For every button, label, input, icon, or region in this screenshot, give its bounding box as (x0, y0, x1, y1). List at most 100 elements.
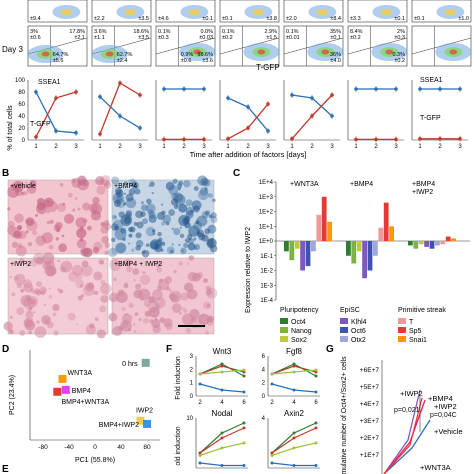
bar-group-label-bmp4: +BMP4 (350, 181, 373, 188)
bar-group-label-iwp2: +IWP2 (412, 189, 433, 196)
fold-point (292, 388, 296, 392)
histology-texture (142, 317, 149, 324)
histology-texture (117, 289, 125, 296)
flow-blob-core-1 (105, 51, 114, 57)
fold-xtick: 4 (292, 400, 296, 406)
legend-label: Nanog (291, 328, 312, 335)
histology-blue-stain (115, 187, 123, 195)
histology-texture (173, 269, 177, 274)
histology-texture (11, 292, 16, 297)
line-xtick: 1 (34, 144, 38, 150)
flow-top-stat-left: ±4.6 (158, 16, 169, 22)
histology-texture (176, 183, 183, 189)
tgfp-label: T-GFP (30, 121, 51, 128)
histology-texture (9, 275, 12, 278)
histology-texture (57, 259, 60, 263)
histology-blue-stain (154, 245, 160, 250)
fold-point (198, 454, 202, 457)
histology-texture (44, 264, 56, 277)
fold-point (220, 436, 224, 440)
histology-texture (185, 328, 192, 334)
flow-blob-core-top-5 (380, 9, 393, 15)
line-ylabel: % of total cells (7, 105, 14, 151)
bar-oct4 (408, 241, 413, 246)
pca-xlabel: PC1 (55.8%) (75, 457, 115, 464)
cum-label-vehicle: +Vehicle (434, 427, 463, 436)
histology-texture (75, 323, 78, 326)
histology-texture (169, 249, 174, 254)
cumulative-plot: +6E+7 +5E+7 +4E+7 +3E+7 +2E+7 +1E+7 Cumulative… (341, 356, 463, 474)
histology-texture (48, 295, 53, 299)
histology-texture (82, 202, 91, 211)
histology-texture (159, 317, 166, 323)
histology-blue-stain (113, 199, 121, 207)
line-xtick: 1 (226, 144, 230, 150)
histology-texture (172, 178, 178, 184)
pca-point-label: BMP4+WNT3A (61, 399, 109, 406)
legend-swatch (280, 336, 288, 342)
histology-texture (52, 303, 60, 312)
panel-g-letter: G (326, 344, 334, 355)
histology-blue-stain (135, 210, 143, 219)
histology-blue-stain (192, 205, 200, 213)
histology-texture (100, 283, 112, 295)
histology-texture (187, 271, 198, 282)
histology-texture (72, 208, 76, 212)
legend-swatch (340, 336, 348, 342)
line-xtick: 2 (182, 144, 186, 150)
histology-texture (138, 288, 151, 301)
histology-texture (94, 290, 99, 295)
histology-blue-stain (184, 238, 190, 243)
histology-texture (82, 247, 93, 258)
bar-ytick: 1E+1 (259, 224, 274, 230)
pca-xtick: -80 (38, 444, 48, 451)
histology-texture (127, 328, 132, 332)
cum-label-bmp4: +BMP4 (428, 394, 453, 403)
flow-blob-core-0 (41, 51, 50, 57)
fold-point (314, 421, 318, 425)
cum-ytick: +3E+7 (360, 418, 380, 425)
line-ytick: 20 (18, 126, 25, 132)
histology-texture (100, 222, 106, 227)
histology-texture (28, 330, 32, 335)
flow-stat-tl: 8.4% (350, 29, 363, 35)
histology-texture (53, 330, 59, 336)
fold-point (220, 464, 224, 467)
histology-texture (108, 292, 119, 303)
histology-texture (99, 305, 107, 313)
histology-texture (56, 203, 66, 213)
histology-texture (60, 266, 67, 273)
histology-texture (14, 273, 26, 285)
histology-texture (23, 190, 29, 196)
pca-xtick: -40 (64, 444, 74, 451)
bar-ytick: 1E+0 (259, 239, 274, 245)
histology-texture (36, 202, 46, 211)
histology-texture (104, 250, 109, 255)
histology-texture (151, 318, 161, 329)
fold-point (270, 451, 274, 455)
fold-ytick: 3 (190, 354, 194, 360)
histology-texture (205, 330, 210, 335)
line-xtick: 3 (394, 144, 398, 150)
pca-point-label: BMP4 (72, 388, 91, 395)
histology-blue-stain (123, 192, 126, 195)
histology-texture (178, 261, 184, 266)
histology-texture (63, 213, 75, 224)
flow-stat-tl2: ±0.01 (286, 35, 300, 41)
legend-group-title: EpiSC (340, 307, 360, 314)
histology-texture (100, 279, 106, 285)
histology-blue-stain (179, 233, 185, 238)
flow-stat-bl2: ±2.4 (117, 58, 128, 64)
histology-texture (132, 268, 140, 276)
histology-texture (133, 323, 136, 326)
histology-blue-stain (136, 221, 144, 229)
histology-texture (20, 191, 25, 196)
legend-swatch (340, 327, 348, 333)
histology-texture (145, 203, 156, 214)
histology-texture (187, 242, 196, 251)
histology-texture (134, 312, 139, 316)
cum-label-iwp2-2: +IWP2 (434, 402, 457, 411)
histology-images: +vehicle +BMP4 +IWP2 +BMP4 + IWP2 (3, 175, 218, 339)
